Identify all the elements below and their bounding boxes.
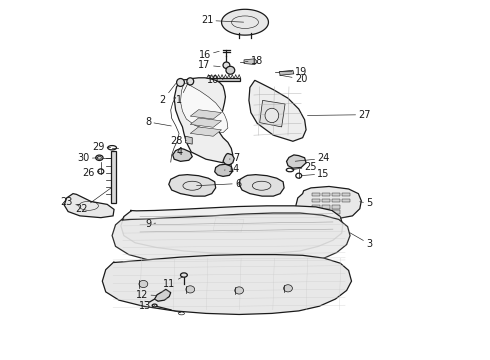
- Text: 26: 26: [82, 168, 99, 178]
- Text: 10: 10: [207, 75, 223, 85]
- Text: 15: 15: [301, 169, 330, 179]
- Text: 29: 29: [92, 142, 111, 152]
- Polygon shape: [111, 151, 116, 203]
- Polygon shape: [287, 155, 306, 168]
- Polygon shape: [260, 100, 285, 127]
- Polygon shape: [190, 118, 221, 127]
- Polygon shape: [332, 199, 340, 202]
- Text: 14: 14: [224, 163, 240, 174]
- Text: 17: 17: [198, 60, 220, 70]
- Polygon shape: [121, 206, 343, 254]
- Polygon shape: [313, 199, 320, 202]
- Text: 23: 23: [61, 197, 78, 207]
- Polygon shape: [332, 193, 340, 196]
- Polygon shape: [205, 78, 240, 81]
- Ellipse shape: [139, 280, 148, 288]
- Polygon shape: [102, 255, 351, 315]
- Text: 18: 18: [245, 56, 263, 66]
- Text: 24: 24: [295, 153, 330, 163]
- Polygon shape: [221, 9, 269, 35]
- Text: 8: 8: [145, 117, 172, 127]
- Polygon shape: [322, 199, 330, 202]
- Polygon shape: [342, 193, 349, 196]
- Text: 11: 11: [163, 277, 183, 289]
- Polygon shape: [239, 175, 284, 196]
- Polygon shape: [342, 199, 349, 202]
- Polygon shape: [64, 194, 114, 218]
- Polygon shape: [180, 83, 228, 133]
- Text: 16: 16: [198, 50, 219, 60]
- Polygon shape: [112, 213, 350, 268]
- Ellipse shape: [226, 66, 235, 74]
- Ellipse shape: [152, 304, 157, 307]
- Ellipse shape: [284, 285, 293, 292]
- Polygon shape: [155, 289, 171, 301]
- Polygon shape: [313, 205, 320, 209]
- Text: 30: 30: [77, 153, 98, 163]
- Polygon shape: [185, 136, 192, 144]
- Text: 13: 13: [139, 301, 155, 311]
- Polygon shape: [213, 218, 244, 232]
- Polygon shape: [279, 70, 294, 75]
- Text: 1: 1: [176, 83, 188, 105]
- Ellipse shape: [180, 273, 187, 277]
- Text: 5: 5: [360, 198, 372, 208]
- Polygon shape: [322, 193, 330, 196]
- Polygon shape: [313, 193, 320, 196]
- Text: 22: 22: [75, 188, 111, 215]
- Text: 27: 27: [307, 110, 371, 120]
- Polygon shape: [249, 80, 306, 141]
- Text: 19: 19: [280, 67, 307, 77]
- Text: 25: 25: [292, 162, 317, 172]
- Text: 21: 21: [201, 15, 244, 26]
- Ellipse shape: [187, 78, 194, 85]
- Ellipse shape: [223, 62, 230, 68]
- Ellipse shape: [235, 287, 244, 294]
- Ellipse shape: [265, 108, 279, 123]
- Polygon shape: [313, 211, 320, 214]
- Ellipse shape: [96, 155, 103, 161]
- Polygon shape: [190, 110, 221, 119]
- Text: 20: 20: [280, 74, 307, 84]
- Text: 28: 28: [170, 136, 186, 145]
- Text: 7: 7: [229, 153, 239, 163]
- Polygon shape: [296, 186, 361, 219]
- Text: 9: 9: [145, 219, 156, 229]
- Polygon shape: [322, 211, 330, 214]
- Text: 6: 6: [196, 179, 241, 189]
- Polygon shape: [169, 175, 216, 196]
- Ellipse shape: [186, 286, 195, 293]
- Polygon shape: [172, 148, 192, 161]
- Polygon shape: [223, 153, 234, 165]
- Polygon shape: [332, 211, 340, 214]
- Text: 2: 2: [160, 84, 176, 105]
- Text: 3: 3: [350, 233, 372, 249]
- Polygon shape: [174, 78, 233, 163]
- Text: 4: 4: [176, 147, 182, 157]
- Text: 12: 12: [136, 290, 157, 300]
- Polygon shape: [322, 205, 330, 209]
- Polygon shape: [190, 127, 221, 136]
- Polygon shape: [215, 164, 233, 176]
- Polygon shape: [332, 205, 340, 209]
- Ellipse shape: [176, 78, 184, 86]
- Polygon shape: [244, 59, 257, 64]
